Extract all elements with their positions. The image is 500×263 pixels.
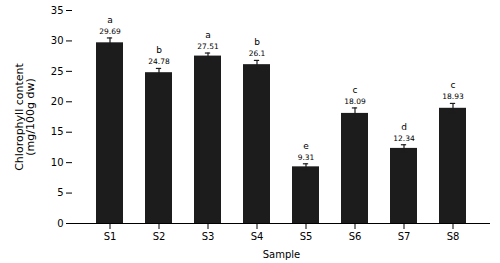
- svg-text:30: 30: [51, 35, 64, 46]
- svg-text:18.09: 18.09: [344, 97, 366, 106]
- svg-text:24.78: 24.78: [148, 57, 170, 66]
- svg-text:S3: S3: [202, 231, 215, 242]
- svg-text:18.93: 18.93: [442, 92, 464, 101]
- svg-text:S2: S2: [153, 231, 166, 242]
- svg-text:c: c: [353, 85, 358, 95]
- svg-text:a: a: [205, 30, 211, 40]
- svg-text:S8: S8: [447, 231, 460, 242]
- svg-text:27.51: 27.51: [197, 42, 219, 51]
- svg-text:0: 0: [57, 218, 63, 229]
- svg-text:5: 5: [57, 187, 63, 198]
- svg-text:d: d: [401, 122, 407, 132]
- svg-text:b: b: [254, 37, 260, 47]
- svg-text:29.69: 29.69: [99, 27, 121, 36]
- svg-text:10: 10: [51, 157, 64, 168]
- svg-text:Sample: Sample: [263, 249, 301, 260]
- svg-text:S1: S1: [104, 231, 117, 242]
- svg-text:S4: S4: [251, 231, 264, 242]
- svg-text:b: b: [156, 45, 162, 55]
- svg-text:25: 25: [51, 66, 64, 77]
- svg-text:35: 35: [51, 5, 64, 16]
- svg-text:15: 15: [51, 126, 64, 137]
- svg-text:12.34: 12.34: [393, 134, 415, 143]
- svg-text:S5: S5: [300, 231, 313, 242]
- svg-text:S6: S6: [349, 231, 362, 242]
- svg-text:26.1: 26.1: [249, 49, 266, 58]
- svg-text:Chlorophyll content(mg/100g dw: Chlorophyll content(mg/100g dw): [13, 62, 37, 170]
- svg-text:9.31: 9.31: [298, 153, 315, 162]
- svg-text:e: e: [303, 141, 309, 151]
- svg-text:S7: S7: [398, 231, 411, 242]
- svg-text:a: a: [107, 15, 113, 25]
- svg-text:c: c: [451, 80, 456, 90]
- svg-text:20: 20: [51, 96, 64, 107]
